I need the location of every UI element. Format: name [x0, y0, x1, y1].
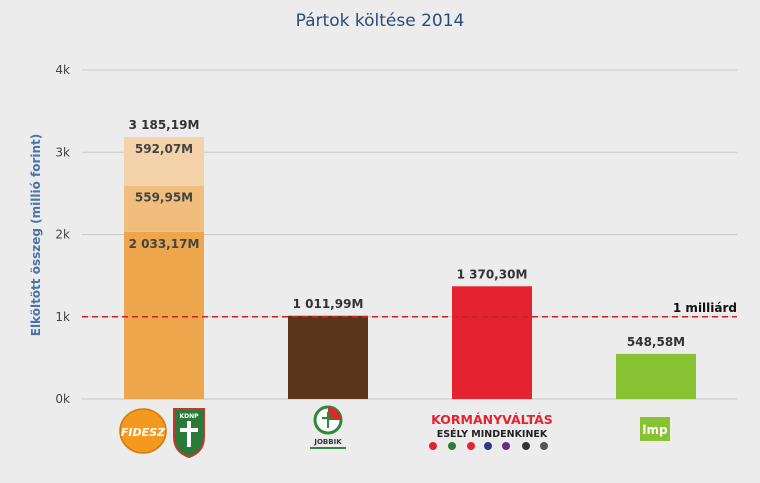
bar-segment	[288, 315, 368, 399]
bar-segment	[616, 353, 696, 399]
y-axis-label: Elköltött összeg (millió forint)	[29, 134, 43, 337]
reference-line-group: 1 milliárd	[82, 301, 737, 318]
fidesz-logo: FIDESZ	[119, 408, 167, 454]
bar-total-label: 1 370,30M	[457, 267, 528, 281]
lmp-logo-text: lmp	[642, 423, 668, 437]
segment-label: 559,95M	[135, 191, 193, 205]
y-tick-label: 1k	[55, 310, 70, 324]
kdnp-logo-text: KDNP	[179, 413, 199, 420]
segment-label: 2 033,17M	[129, 237, 200, 251]
kormanyvaltas-logo-line1: KORMÁNYVÁLTÁS	[431, 412, 553, 427]
kdnp-logo: KDNP	[173, 408, 205, 459]
y-tick-label: 2k	[55, 228, 70, 242]
reference-line-label: 1 milliárd	[673, 301, 737, 315]
jobbik-logo-text: JOBBIK	[313, 438, 342, 446]
fidesz-logo-text: FIDESZ	[121, 426, 166, 439]
bar-segment	[452, 286, 532, 399]
bars	[124, 137, 696, 399]
y-tick-label: 3k	[55, 145, 70, 159]
bar-total-label: 3 185,19M	[129, 118, 200, 132]
segment-label: 592,07M	[135, 142, 193, 156]
jobbik-logo: JOBBIK	[310, 405, 346, 449]
bar-total-label: 1 011,99M	[293, 297, 364, 311]
y-tick-label: 0k	[55, 392, 70, 406]
lmp-logo: lmp	[640, 417, 670, 441]
bar-total-label: 548,58M	[627, 335, 685, 349]
kormanyvaltas-logo: KORMÁNYVÁLTÁS ESÉLY MINDENKINEK	[429, 412, 553, 450]
bar-segment	[124, 185, 204, 232]
chart-title: Pártok költése 2014	[296, 11, 465, 31]
bar-segment	[124, 137, 204, 186]
data-labels: 2 033,17M 559,95M 592,07M 3 185,19M 1 011,99…	[129, 118, 686, 349]
kormanyvaltas-logo-line2: ESÉLY MINDENKINEK	[437, 428, 548, 440]
bar-segment	[124, 231, 204, 399]
y-tick-label: 4k	[55, 63, 70, 77]
